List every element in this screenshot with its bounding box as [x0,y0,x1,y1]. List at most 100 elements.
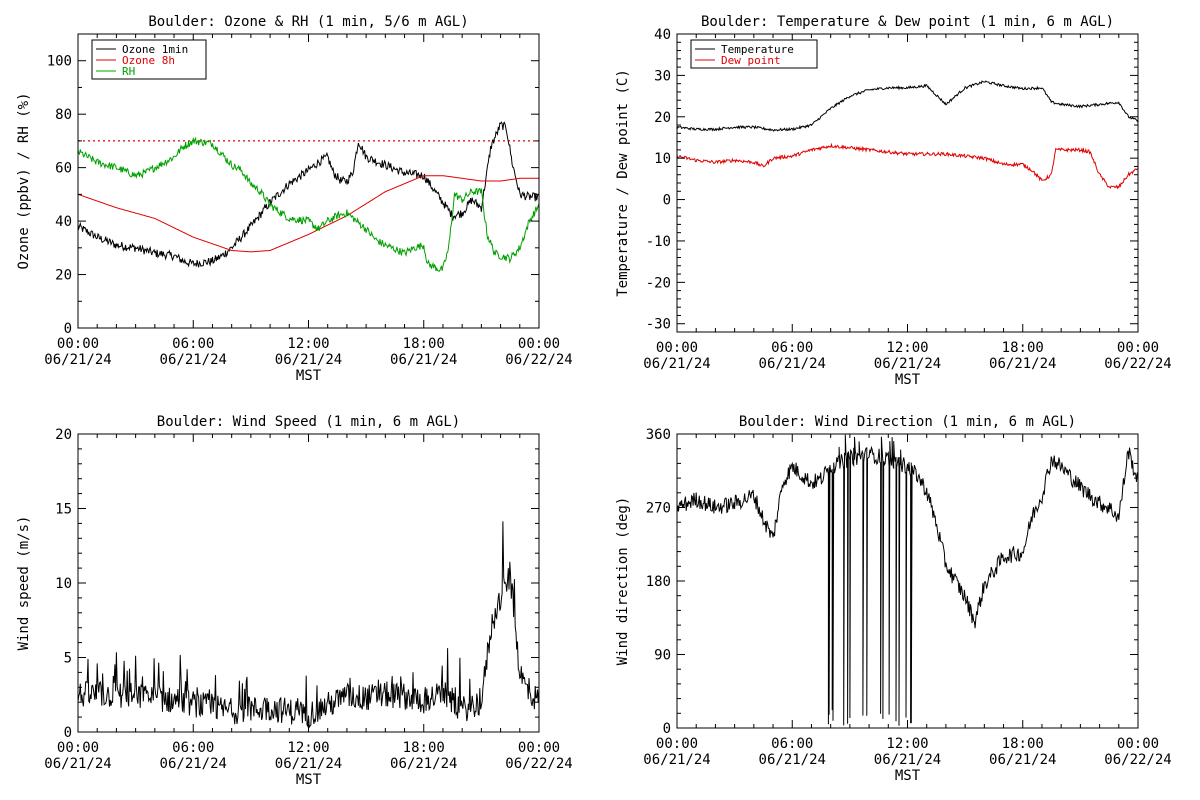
x-tick-time-label: 12:00 [886,340,928,356]
x-axis: 00:0006/21/2406:0006/21/2412:0006/21/241… [44,434,573,788]
y-tick-label: 20 [654,110,671,126]
wind-speed-panel: 0510152000:0006/21/2406:0006/21/2412:000… [16,414,573,788]
y-axis-label: Ozone (ppbv) / RH (%) [16,92,32,269]
x-tick-date-label: 06/21/24 [390,352,457,368]
x-tick-time-label: 00:00 [1117,736,1159,752]
y-tick-label: 5 [64,651,72,667]
ozone-1min-series-line [78,121,539,268]
x-tick-time-label: 06:00 [172,740,214,756]
x-tick-time-label: 00:00 [656,736,698,752]
y-tick-label: 270 [646,501,671,517]
y-tick-label: 60 [55,161,72,177]
x-tick-date-label: 06/21/24 [160,352,227,368]
x-tick-time-label: 00:00 [57,336,99,352]
chart-title: Boulder: Wind Direction (1 min, 6 m AGL) [739,414,1076,430]
chart-title: Boulder: Wind Speed (1 min, 6 m AGL) [157,414,460,430]
x-tick-time-label: 06:00 [771,340,813,356]
x-tick-time-label: 18:00 [1002,736,1044,752]
y-tick-label: 360 [646,427,671,443]
y-axis: 0 20 40 60 80 100 [47,33,539,337]
plot-frame [676,433,1139,729]
plot-area [677,434,1138,726]
x-tick-time-label: 00:00 [1117,340,1159,356]
temperature-series-line [677,80,1138,132]
y-tick-label: 40 [654,27,671,43]
y-tick-label: 15 [55,502,72,518]
plot-area [677,80,1138,190]
x-tick-date-label: 06/21/24 [643,356,710,372]
y-axis-label: Wind speed (m/s) [16,516,32,651]
legend-label: RH [122,65,135,78]
temperature-dewpoint-panel: -30-20-1001020304000:0006/21/2406:0006/2… [615,14,1172,388]
x-tick-time-label: 18:00 [403,740,445,756]
x-tick-time-label: 12:00 [287,740,329,756]
dew-point-series-line [677,142,1138,190]
x-tick-date-label: 06/21/24 [44,352,111,368]
y-axis: -30 -20 -10 0 10 20 30 40 [646,27,1138,333]
y-tick-label: -30 [646,317,671,333]
x-tick-time-label: 12:00 [886,736,928,752]
legend-box [690,39,818,69]
x-tick-date-label: 06/21/24 [874,356,941,372]
y-tick-label: 0 [663,193,671,209]
y-tick-label: 100 [47,54,72,70]
y-tick-label: 30 [654,68,671,84]
legend-label: Temperature [721,43,794,56]
legend-label: Ozone 8h [122,54,175,67]
x-tick-date-label: 06/21/24 [989,356,1056,372]
y-tick-label: 20 [55,427,72,443]
ozone-8h-series-line [78,175,539,253]
wind_speed-series-line [78,521,539,729]
x-tick-date-label: 06/21/24 [390,756,457,772]
y-axis: 0 5 10 15 20 [55,427,539,741]
x-axis-label: MST [895,768,921,784]
x-tick-time-label: 06:00 [172,336,214,352]
x-tick-time-label: 00:00 [518,740,560,756]
y-axis-label: Wind direction (deg) [615,497,631,666]
legend-label: Ozone 1min [122,43,188,56]
x-tick-date-label: 06/21/24 [989,752,1056,768]
y-axis: 0 90 180 270 360 [646,427,1138,737]
y-tick-label: -10 [646,234,671,250]
x-tick-date-label: 06/21/24 [759,752,826,768]
y-tick-label: 0 [64,725,72,741]
x-tick-date-label: 06/21/24 [44,756,111,772]
chart-title: Boulder: Ozone & RH (1 min, 5/6 m AGL) [148,14,468,30]
x-axis: 00:0006/21/2406:0006/21/2412:0006/21/241… [44,34,573,384]
x-tick-date-label: 06/22/24 [1104,356,1171,372]
plot-frame [676,33,1139,333]
x-tick-date-label: 06/21/24 [643,752,710,768]
y-tick-label: 90 [654,648,671,664]
y-tick-label: 0 [663,721,671,737]
y-tick-label: 80 [55,107,72,123]
x-tick-time-label: 00:00 [518,336,560,352]
x-tick-time-label: 18:00 [403,336,445,352]
x-axis-label: MST [296,368,322,384]
x-tick-time-label: 00:00 [656,340,698,356]
wind-direction-panel: 09018027036000:0006/21/2406:0006/21/2412… [615,414,1172,784]
plot-area [78,521,539,729]
x-tick-date-label: 06/22/24 [505,756,572,772]
rh-series-line [78,136,539,272]
x-tick-time-label: 06:00 [771,736,813,752]
chart-title: Boulder: Temperature & Dew point (1 min,… [701,14,1114,30]
x-tick-date-label: 06/21/24 [275,756,342,772]
y-tick-label: 180 [646,574,671,590]
x-tick-date-label: 06/21/24 [275,352,342,368]
y-tick-label: 10 [654,151,671,167]
ozone-rh-panel: 02040608010000:0006/21/2406:0006/21/2412… [16,14,573,384]
x-tick-date-label: 06/22/24 [1104,752,1171,768]
y-axis-label: Temperature / Dew point (C) [615,69,631,297]
x-tick-time-label: 18:00 [1002,340,1044,356]
x-axis: 00:0006/21/2406:0006/21/2412:0006/21/241… [643,434,1172,784]
x-axis: 00:0006/21/2406:0006/21/2412:0006/21/241… [643,34,1172,388]
x-tick-date-label: 06/21/24 [160,756,227,772]
x-tick-date-label: 06/22/24 [505,352,572,368]
y-tick-label: 40 [55,214,72,230]
x-axis-label: MST [895,372,921,388]
legend-label: Dew point [721,54,781,67]
y-tick-label: 0 [64,321,72,337]
